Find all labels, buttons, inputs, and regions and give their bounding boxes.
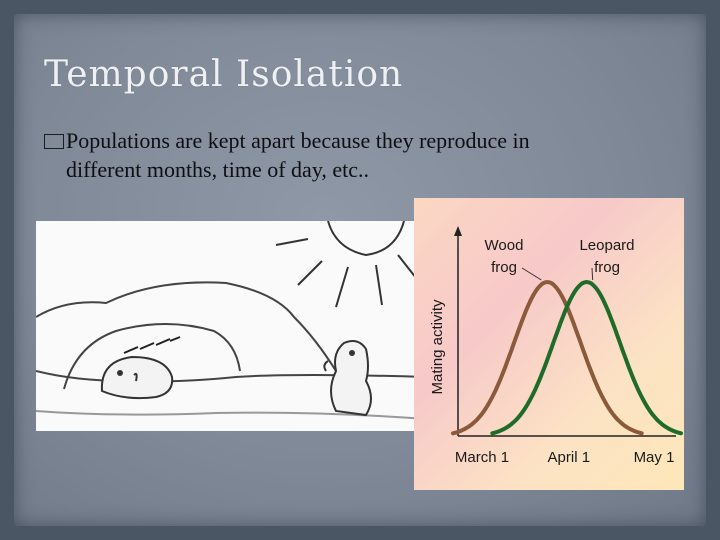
x-tick-label: April 1 [548,449,591,466]
bullet-text-line1: Populations are kept apart because they … [66,128,530,153]
x-tick-label: March 1 [455,449,509,466]
mating-activity-chart: Mating activity March 1 April 1 May 1 Wood fr… [414,198,684,490]
sun-icon [275,220,421,308]
cartoon-drawing [35,220,427,420]
square-bullet-icon [44,134,64,149]
chart-labels: Mating activity March 1 April 1 May 1 Wood fr… [429,237,674,466]
sleeping-groundhog-icon [100,355,174,400]
slide-title: Temporal Isolation [44,54,404,95]
y-axis-label: Mating activity [429,299,446,395]
chart-curves [451,279,683,436]
leopard-frog-curve [490,279,683,436]
chart-axes [454,226,676,437]
x-tick-label: May 1 [634,449,675,466]
bullet-point: Populations are kept apart because they … [44,126,684,184]
y-axis-arrow-icon [454,226,462,236]
chart-svg: Mating activity March 1 April 1 May 1 Wood fr… [429,226,683,466]
bullet-text-line2: different months, time of day, etc.. [66,157,370,182]
standing-groundhog-icon [323,340,372,417]
series-label: Wood [485,237,524,254]
series-pointer-line [591,267,594,281]
hibernation-cartoon-image [35,220,427,431]
zzz-icon [123,336,181,354]
wood-frog-curve [451,279,644,436]
series-label: Leopard [579,237,634,254]
series-label: frog [491,259,517,276]
series-pointer-line [521,267,542,281]
series-label: frog [594,259,620,276]
